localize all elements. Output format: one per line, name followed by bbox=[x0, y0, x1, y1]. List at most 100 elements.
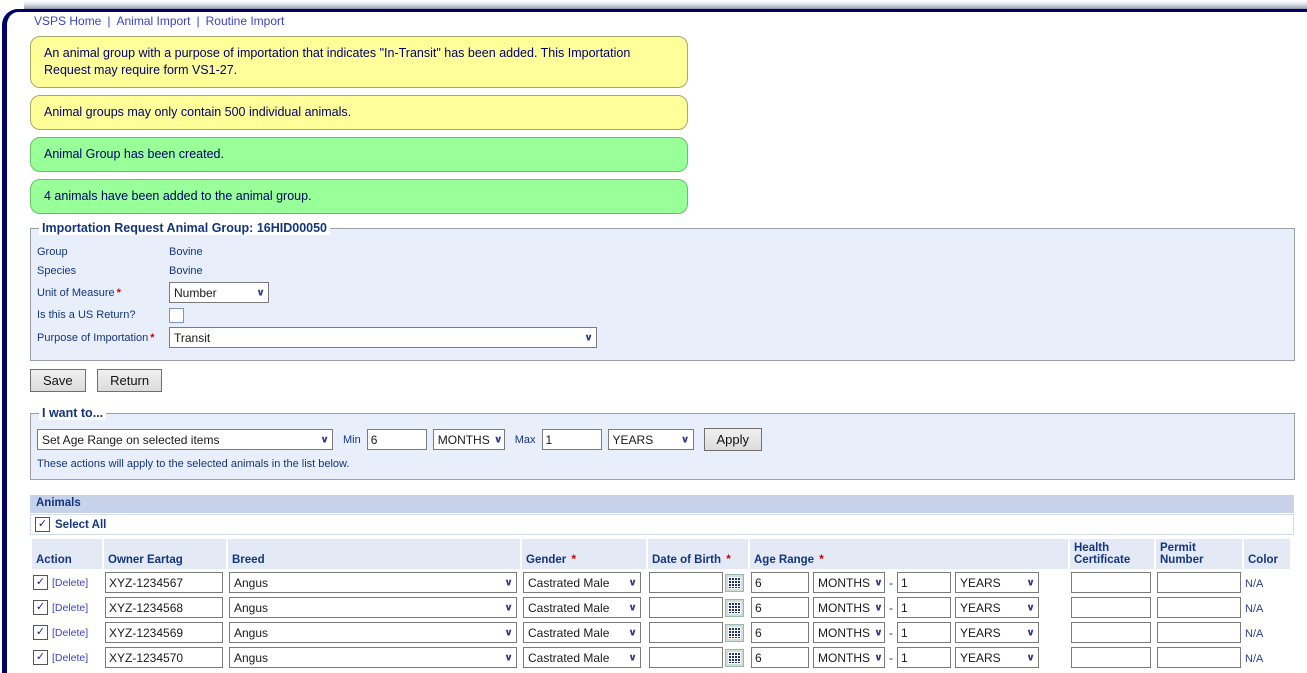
age-min-unit-select[interactable]: MONTHS ∨ bbox=[813, 572, 885, 593]
permit-number-input[interactable] bbox=[1157, 572, 1241, 593]
col-header-health-certificate: Health Certificate bbox=[1070, 539, 1154, 569]
breed-select[interactable]: Angus ∨ bbox=[229, 622, 517, 643]
chevron-down-icon: ∨ bbox=[628, 577, 637, 589]
age-min-input[interactable] bbox=[751, 597, 809, 618]
min-age-input[interactable] bbox=[366, 429, 427, 450]
gender-select[interactable]: Castrated Male ∨ bbox=[523, 572, 641, 593]
health-certificate-input[interactable] bbox=[1071, 647, 1151, 668]
calendar-icon[interactable] bbox=[725, 648, 744, 667]
breadcrumb-link-routine-import[interactable]: Routine Import bbox=[205, 14, 285, 28]
age-min-input[interactable] bbox=[751, 572, 809, 593]
health-certificate-input[interactable] bbox=[1071, 597, 1151, 618]
purpose-of-importation-select[interactable]: Transit ∨ bbox=[169, 327, 597, 348]
select-all-checkbox[interactable]: ✓ bbox=[35, 517, 50, 532]
unit-of-measure-select[interactable]: Number ∨ bbox=[169, 282, 269, 303]
bulk-action-select[interactable]: Set Age Range on selected items ∨ bbox=[37, 429, 333, 450]
age-max-unit-select[interactable]: YEARS ∨ bbox=[955, 597, 1039, 618]
row-checkbox[interactable]: ✓ bbox=[33, 650, 48, 665]
apply-button[interactable]: Apply bbox=[703, 428, 763, 451]
calendar-icon[interactable] bbox=[725, 623, 744, 642]
permit-number-input[interactable] bbox=[1157, 647, 1241, 668]
breadcrumb-link-vsps-home[interactable]: VSPS Home bbox=[34, 14, 102, 28]
animals-section-header: Animals bbox=[30, 495, 1294, 513]
breadcrumb-link-animal-import[interactable]: Animal Import bbox=[116, 14, 191, 28]
age-max-input[interactable] bbox=[897, 572, 951, 593]
required-marker: * bbox=[819, 554, 824, 566]
chevron-down-icon: ∨ bbox=[256, 287, 265, 299]
calendar-icon[interactable] bbox=[725, 573, 744, 592]
permit-number-input[interactable] bbox=[1157, 597, 1241, 618]
row-checkbox[interactable]: ✓ bbox=[33, 625, 48, 640]
date-of-birth-input[interactable] bbox=[649, 572, 723, 593]
row-checkbox[interactable]: ✓ bbox=[33, 600, 48, 615]
breed-select[interactable]: Angus ∨ bbox=[229, 647, 517, 668]
i-want-to-title: I want to... bbox=[39, 406, 107, 420]
date-of-birth-input[interactable] bbox=[649, 597, 723, 618]
chevron-down-icon: ∨ bbox=[628, 602, 637, 614]
age-max-input[interactable] bbox=[897, 597, 951, 618]
max-unit-selected: YEARS bbox=[612, 432, 654, 447]
chevron-down-icon: ∨ bbox=[504, 652, 513, 664]
owner-eartag-input[interactable] bbox=[105, 622, 223, 643]
chevron-down-icon: ∨ bbox=[584, 332, 593, 344]
return-button[interactable]: Return bbox=[97, 369, 163, 392]
age-min-unit-select[interactable]: MONTHS ∨ bbox=[813, 647, 885, 668]
chevron-down-icon: ∨ bbox=[504, 577, 513, 589]
chevron-down-icon: ∨ bbox=[1026, 577, 1035, 589]
age-max-unit-select[interactable]: YEARS ∨ bbox=[955, 622, 1039, 643]
delete-link[interactable]: [Delete] bbox=[52, 576, 89, 589]
animals-table: Action Owner Eartag Breed Gender * Date … bbox=[30, 537, 1292, 671]
col-header-permit-number: Permit Number bbox=[1156, 539, 1242, 569]
max-age-input[interactable] bbox=[541, 429, 602, 450]
breadcrumb-separator: | bbox=[107, 14, 111, 28]
health-certificate-input[interactable] bbox=[1071, 572, 1151, 593]
alert-in-transit-warning: An animal group with a purpose of import… bbox=[30, 36, 688, 88]
us-return-checkbox[interactable] bbox=[169, 307, 184, 323]
owner-eartag-input[interactable] bbox=[105, 647, 223, 668]
chevron-down-icon: ∨ bbox=[874, 627, 883, 639]
gender-select[interactable]: Castrated Male ∨ bbox=[523, 647, 641, 668]
health-certificate-input[interactable] bbox=[1071, 622, 1151, 643]
table-header-row: Action Owner Eartag Breed Gender * Date … bbox=[32, 539, 1290, 569]
breadcrumb-separator: | bbox=[196, 14, 200, 28]
chevron-down-icon: ∨ bbox=[493, 434, 503, 446]
breed-select[interactable]: Angus ∨ bbox=[229, 572, 517, 593]
calendar-icon[interactable] bbox=[725, 598, 744, 617]
age-min-unit-select[interactable]: MONTHS ∨ bbox=[813, 622, 885, 643]
gender-select[interactable]: Castrated Male ∨ bbox=[523, 597, 641, 618]
age-min-input[interactable] bbox=[751, 647, 809, 668]
gender-select[interactable]: Castrated Male ∨ bbox=[523, 622, 641, 643]
required-marker: * bbox=[150, 331, 155, 344]
age-max-unit-select[interactable]: YEARS ∨ bbox=[955, 572, 1039, 593]
delete-link[interactable]: [Delete] bbox=[52, 651, 89, 664]
breadcrumb: VSPS Home | Animal Import | Routine Import bbox=[34, 14, 1294, 28]
age-min-unit-select[interactable]: MONTHS ∨ bbox=[813, 597, 885, 618]
date-of-birth-input[interactable] bbox=[649, 622, 723, 643]
unit-of-measure-label: Unit of Measure * bbox=[37, 286, 121, 299]
unit-of-measure-selected: Number bbox=[174, 285, 217, 300]
age-min-input[interactable] bbox=[751, 622, 809, 643]
save-button[interactable]: Save bbox=[30, 369, 86, 392]
bulk-action-selected: Set Age Range on selected items bbox=[42, 432, 220, 447]
bulk-action-note: These actions will apply to the selected… bbox=[37, 458, 350, 470]
age-max-input[interactable] bbox=[897, 647, 951, 668]
row-checkbox[interactable]: ✓ bbox=[33, 575, 48, 590]
breed-select[interactable]: Angus ∨ bbox=[229, 597, 517, 618]
color-value: N/A bbox=[1245, 627, 1264, 640]
delete-link[interactable]: [Delete] bbox=[52, 601, 89, 614]
col-header-action: Action bbox=[32, 539, 102, 569]
col-header-date-of-birth: Date of Birth * bbox=[648, 539, 748, 569]
owner-eartag-input[interactable] bbox=[105, 597, 223, 618]
age-max-unit-select[interactable]: YEARS ∨ bbox=[955, 647, 1039, 668]
min-unit-select[interactable]: MONTHS ∨ bbox=[432, 429, 505, 450]
age-max-input[interactable] bbox=[897, 622, 951, 643]
col-header-gender: Gender * bbox=[522, 539, 646, 569]
max-unit-select[interactable]: YEARS ∨ bbox=[607, 429, 694, 450]
delete-link[interactable]: [Delete] bbox=[52, 626, 89, 639]
select-all-label: Select All bbox=[55, 518, 107, 531]
owner-eartag-input[interactable] bbox=[105, 572, 223, 593]
permit-number-input[interactable] bbox=[1157, 622, 1241, 643]
color-value: N/A bbox=[1245, 652, 1264, 665]
date-of-birth-input[interactable] bbox=[649, 647, 723, 668]
color-value: N/A bbox=[1245, 577, 1264, 590]
